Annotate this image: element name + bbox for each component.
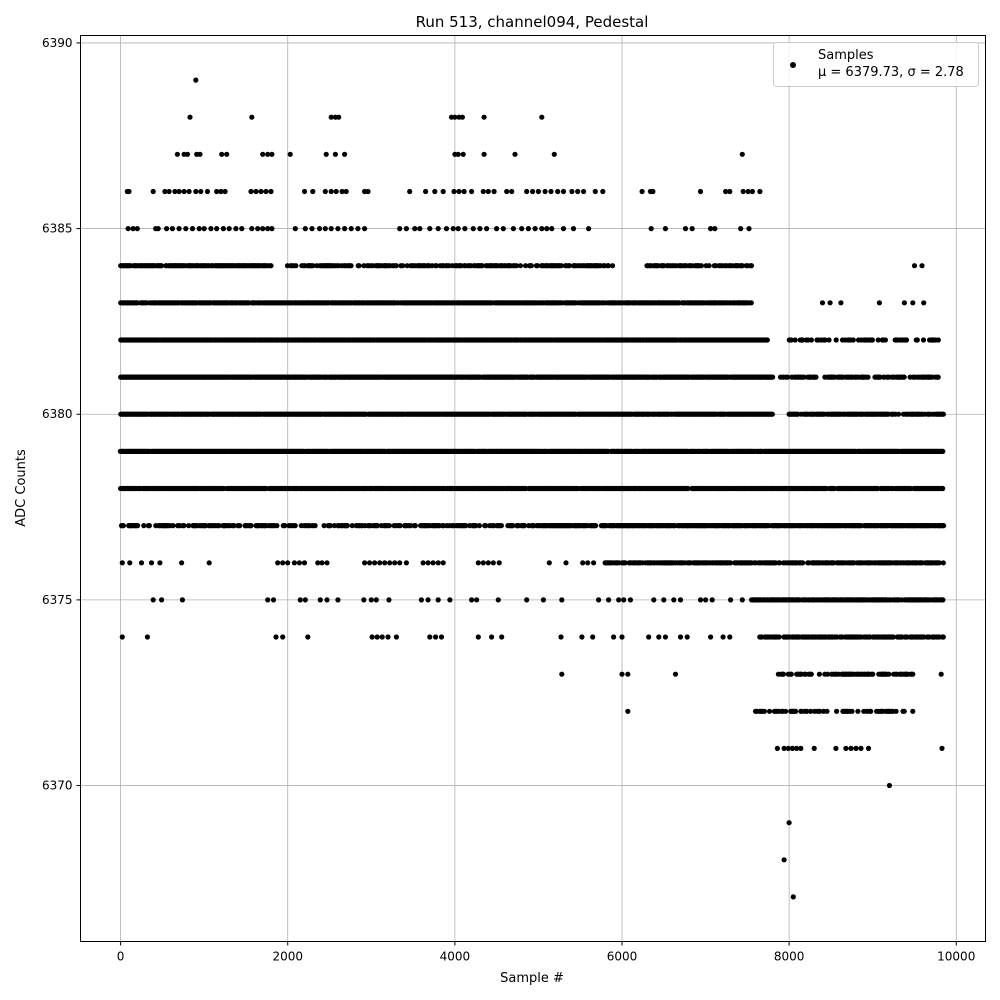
data-point (521, 523, 528, 529)
data-point (764, 337, 770, 343)
data-point (349, 523, 355, 529)
data-point (186, 523, 192, 529)
data-point (865, 374, 871, 380)
data-point (393, 263, 399, 269)
data-point (293, 263, 299, 269)
data-point (268, 263, 274, 269)
data-point (826, 337, 832, 343)
data-point (528, 263, 535, 269)
data-point (535, 263, 541, 269)
data-point (170, 523, 176, 529)
data-point (344, 523, 350, 529)
data-point (558, 263, 564, 269)
data-point (769, 411, 776, 417)
data-point (517, 263, 524, 269)
data-point (698, 263, 705, 269)
data-point (181, 523, 187, 529)
data-point (386, 523, 392, 529)
data-point (833, 337, 839, 343)
data-point (404, 263, 410, 269)
data-point (231, 523, 237, 529)
data-point (248, 523, 254, 529)
data-point (748, 300, 754, 306)
data-point (748, 263, 755, 269)
data-point (792, 337, 798, 343)
data-point (476, 523, 482, 529)
data-point (523, 263, 529, 269)
data-point (940, 411, 947, 417)
data-point (158, 263, 165, 269)
data-point (348, 263, 354, 269)
data-point (374, 523, 380, 529)
data-point (141, 523, 147, 529)
data-point (321, 523, 327, 529)
data-point (685, 485, 691, 492)
data-point (869, 337, 876, 343)
data-point (412, 523, 418, 529)
data-point (292, 523, 298, 529)
data-point (877, 374, 883, 380)
data-point (237, 523, 243, 529)
data-point (274, 523, 280, 529)
data-point (914, 337, 920, 343)
data-point (940, 448, 946, 454)
data-point (463, 523, 469, 529)
data-point (216, 523, 222, 529)
data-point (808, 337, 815, 343)
data-point (896, 411, 902, 417)
data-point (566, 263, 573, 269)
data-point (593, 523, 599, 529)
data-point (940, 485, 946, 492)
data-point (483, 523, 489, 529)
data-point (935, 374, 941, 380)
data-point (282, 523, 288, 529)
data-point (903, 337, 910, 343)
data-point (801, 374, 807, 380)
data-point (479, 263, 485, 269)
data-point (739, 263, 745, 269)
data-point (146, 523, 152, 529)
data-point (408, 523, 414, 529)
data-point (498, 523, 504, 529)
data-point (310, 263, 316, 269)
data-point (901, 374, 907, 380)
data-point (510, 523, 516, 529)
data-point (400, 263, 406, 269)
data-point (882, 337, 889, 343)
data-point (433, 263, 439, 269)
data-point (920, 337, 927, 343)
data-point (785, 374, 791, 380)
data-point (609, 263, 616, 269)
data-point (875, 337, 881, 343)
data-point (327, 523, 333, 529)
data-point (770, 374, 776, 380)
data-point (813, 374, 819, 380)
data-point (850, 337, 856, 343)
data-point (473, 523, 479, 529)
data-point (706, 263, 712, 269)
data-point (356, 263, 362, 269)
data-point (605, 263, 612, 269)
data-point (120, 523, 126, 529)
data-points (117, 77, 947, 900)
data-point (935, 337, 941, 343)
data-point (513, 263, 520, 269)
data-point (331, 523, 337, 529)
data-point (312, 523, 318, 529)
data-point (397, 523, 403, 529)
data-point (135, 523, 141, 529)
data-point (788, 337, 794, 343)
